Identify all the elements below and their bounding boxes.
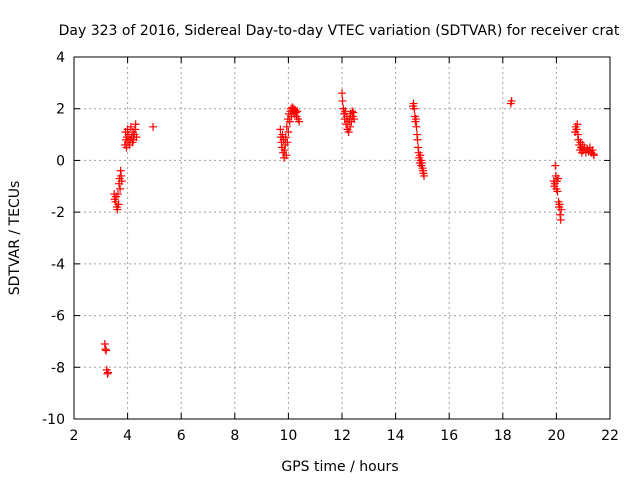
data-point xyxy=(285,117,294,126)
data-point xyxy=(573,120,582,129)
y-tick-label: 0 xyxy=(56,153,65,169)
data-point xyxy=(126,122,135,131)
data-point xyxy=(553,187,562,196)
data-point xyxy=(350,115,359,124)
y-tick-label: -6 xyxy=(51,309,65,325)
data-point xyxy=(588,146,597,155)
data-point xyxy=(346,122,355,131)
data-point xyxy=(295,117,304,126)
x-tick-label: 2 xyxy=(70,428,79,444)
y-axis-label: SDTVAR / TECUs xyxy=(7,181,23,296)
y-tick-label: -2 xyxy=(51,205,65,221)
data-point xyxy=(116,184,125,193)
x-tick-labels: 2 4 6 8 10 12 14 16 18 20 22 xyxy=(70,428,619,444)
data-point xyxy=(412,122,421,131)
data-point xyxy=(104,368,113,377)
x-tick-label: 16 xyxy=(440,428,458,444)
data-point xyxy=(410,104,419,113)
data-point xyxy=(338,89,346,98)
data-point xyxy=(409,99,418,108)
y-tick-labels: -10 -8 -6 -4 -2 0 2 4 xyxy=(42,50,65,428)
data-point xyxy=(411,115,420,124)
data-point xyxy=(113,190,122,199)
data-point xyxy=(101,345,110,354)
data-point xyxy=(344,127,353,136)
x-tick-label: 10 xyxy=(279,428,297,444)
x-tick-label: 4 xyxy=(123,428,132,444)
x-tick-label: 12 xyxy=(333,428,351,444)
x-tick-label: 8 xyxy=(230,428,239,444)
data-point xyxy=(589,151,598,160)
data-point xyxy=(556,215,565,224)
data-point xyxy=(555,200,564,209)
data-point xyxy=(282,122,291,131)
axis-ticks xyxy=(73,56,611,420)
y-tick-label: -4 xyxy=(51,257,65,273)
data-point xyxy=(113,205,122,214)
x-tick-label: 20 xyxy=(547,428,565,444)
grid-lines xyxy=(74,57,610,419)
data-point xyxy=(413,135,422,144)
data-points xyxy=(100,89,598,378)
data-point xyxy=(276,125,285,134)
data-point xyxy=(284,127,293,136)
data-point xyxy=(551,161,560,170)
x-tick-label: 18 xyxy=(494,428,512,444)
data-point xyxy=(149,122,158,131)
data-point xyxy=(283,138,292,147)
y-tick-label: -8 xyxy=(51,360,65,376)
data-point xyxy=(554,174,563,183)
y-tick-label: 2 xyxy=(56,102,65,118)
x-tick-label: 22 xyxy=(601,428,619,444)
chart-title: Day 323 of 2016, Sidereal Day-to-day VTE… xyxy=(59,23,620,39)
data-point xyxy=(131,120,140,129)
y-tick-label: 4 xyxy=(56,50,65,66)
data-point xyxy=(114,200,123,209)
data-point xyxy=(341,107,350,116)
data-point xyxy=(293,107,302,116)
data-point xyxy=(132,133,141,142)
data-point xyxy=(281,133,290,142)
data-point xyxy=(102,346,111,355)
data-point xyxy=(507,96,516,105)
data-point xyxy=(282,151,291,160)
y-tick-label: -10 xyxy=(42,412,65,428)
data-point xyxy=(117,177,126,186)
data-point xyxy=(557,205,566,214)
x-tick-label: 6 xyxy=(177,428,186,444)
x-tick-label: 14 xyxy=(387,428,405,444)
x-axis-label: GPS time / hours xyxy=(281,459,398,475)
data-point xyxy=(420,171,429,180)
data-point xyxy=(349,108,358,117)
data-point xyxy=(572,125,581,134)
data-point xyxy=(338,96,347,105)
